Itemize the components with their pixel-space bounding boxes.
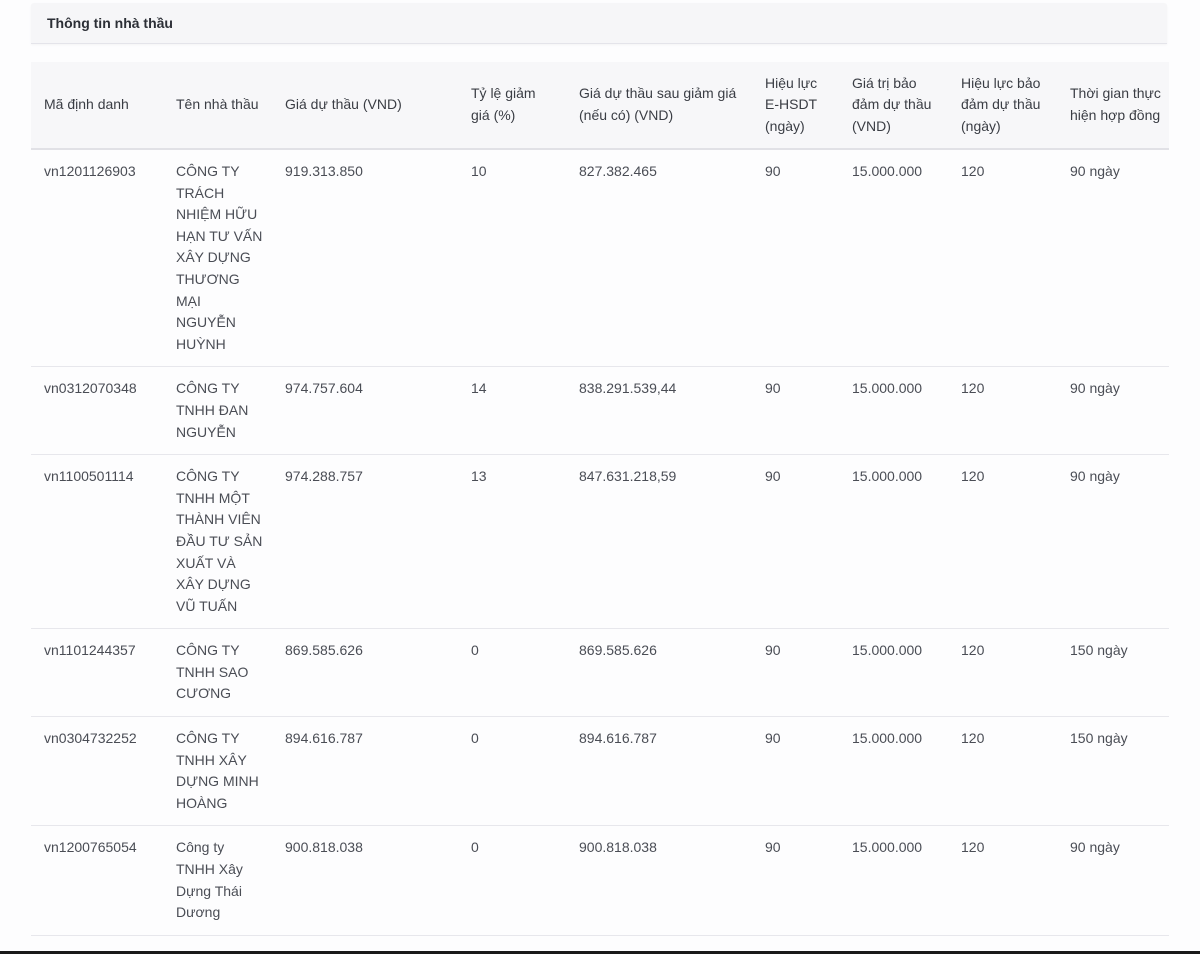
cell-discounted-price: 838.291.539,44 — [579, 380, 677, 397]
column-header-discounted-price: Giá dự thầu sau giảm giá (nếu có) (VND) — [579, 85, 737, 123]
table-row: vn1201126903 CÔNG TY TRÁCH NHIỆM HỮU HẠN… — [31, 149, 1169, 367]
column-header-discount-rate: Tỷ lệ giảm giá (%) — [471, 85, 536, 123]
table-row: vn1200765054 Công ty TNHH Xây Dựng Thái … — [31, 826, 1169, 936]
cell-contract-duration: 150 ngày — [1070, 642, 1128, 659]
panel-title: Thông tin nhà thầu — [47, 15, 173, 31]
cell-bid-price: 919.313.850 — [285, 163, 363, 179]
cell-bid-validity: 90 — [765, 163, 781, 179]
cell-id: vn1100501114 — [44, 468, 134, 485]
cell-bid-validity: 90 — [765, 380, 781, 397]
cell-discounted-price: 847.631.218,59 — [579, 468, 677, 485]
cell-id: vn1200765054 — [44, 839, 137, 856]
cell-guarantee-validity: 120 — [961, 380, 985, 397]
cell-bid-price: 974.288.757 — [285, 468, 363, 485]
bottom-border — [0, 951, 1200, 954]
cell-guarantee-validity: 120 — [961, 839, 985, 856]
cell-id: vn1201126903 — [44, 163, 136, 179]
cell-discount-rate: 10 — [471, 163, 487, 179]
cell-discounted-price: 900.818.038 — [579, 839, 657, 856]
table-header-row: Mã định danh Tên nhà thầu Giá dự thầu (V… — [31, 62, 1169, 149]
table-row: vn0304732252 CÔNG TY TNHH XÂY DỰNG MINH … — [31, 717, 1169, 826]
cell-bid-validity: 90 — [765, 839, 781, 856]
cell-name: CÔNG TY TNHH XÂY DỰNG MINH HOÀNG — [176, 730, 259, 811]
cell-name: CÔNG TY TNHH SAO CƯƠNG — [176, 642, 249, 702]
cell-bid-price: 894.616.787 — [285, 730, 363, 747]
cell-guarantee-value: 15.000.000 — [852, 380, 923, 397]
column-header-id: Mã định danh — [44, 96, 129, 113]
cell-guarantee-validity: 120 — [961, 163, 985, 179]
column-header-guarantee-value: Giá trị bảo đảm dự thầu (VND) — [852, 74, 932, 134]
table-row: vn0312070348 CÔNG TY TNHH ĐAN NGUYỄN 974… — [31, 367, 1169, 455]
cell-bid-price: 900.818.038 — [285, 839, 363, 856]
column-header-name: Tên nhà thầu — [176, 96, 259, 113]
cell-discount-rate: 0 — [471, 839, 479, 856]
cell-contract-duration: 90 ngày — [1070, 468, 1120, 485]
cell-discounted-price: 869.585.626 — [579, 642, 657, 659]
cell-id: vn0304732252 — [44, 730, 137, 747]
cell-guarantee-validity: 120 — [961, 468, 985, 485]
cell-discounted-price: 827.382.465 — [579, 163, 657, 179]
cell-guarantee-value: 15.000.000 — [852, 839, 923, 856]
cell-bid-price: 869.585.626 — [285, 642, 363, 659]
cell-guarantee-validity: 120 — [961, 730, 985, 747]
cell-guarantee-value: 15.000.000 — [852, 163, 923, 179]
cell-name: Công ty TNHH Xây Dựng Thái Dương — [176, 839, 243, 921]
cell-discounted-price: 894.616.787 — [579, 730, 657, 747]
contractor-info-panel-header: Thông tin nhà thầu — [31, 3, 1167, 44]
cell-guarantee-value: 15.000.000 — [852, 642, 923, 659]
cell-bid-validity: 90 — [765, 468, 781, 485]
cell-id: vn1101244357 — [44, 642, 136, 659]
cell-contract-duration: 150 ngày — [1070, 730, 1128, 747]
cell-contract-duration: 90 ngày — [1070, 163, 1120, 179]
cell-guarantee-value: 15.000.000 — [852, 730, 923, 747]
cell-discount-rate: 0 — [471, 730, 479, 747]
cell-contract-duration: 90 ngày — [1070, 380, 1120, 397]
cell-discount-rate: 14 — [471, 380, 487, 397]
table-row: vn1100501114 CÔNG TY TNHH MỘT THÀNH VIÊN… — [31, 455, 1169, 629]
column-header-bid-validity: Hiệu lực E-HSDT (ngày) — [765, 74, 818, 134]
table-row: vn1101244357 CÔNG TY TNHH SAO CƯƠNG 869.… — [31, 629, 1169, 717]
column-header-bid-price: Giá dự thầu (VND) — [285, 96, 402, 113]
cell-guarantee-value: 15.000.000 — [852, 468, 923, 485]
cell-discount-rate: 0 — [471, 642, 479, 659]
cell-bid-validity: 90 — [765, 730, 781, 747]
bidders-table: Mã định danh Tên nhà thầu Giá dự thầu (V… — [31, 62, 1169, 936]
cell-name: CÔNG TY TNHH MỘT THÀNH VIÊN ĐẦU TƯ SẢN X… — [176, 468, 263, 614]
cell-name: CÔNG TY TRÁCH NHIỆM HỮU HẠN TƯ VẤN XÂY D… — [176, 163, 263, 352]
cell-bid-price: 974.757.604 — [285, 380, 363, 397]
cell-bid-validity: 90 — [765, 642, 781, 659]
column-header-contract-duration: Thời gian thực hiện hợp đồng — [1070, 85, 1161, 123]
cell-id: vn0312070348 — [44, 380, 137, 397]
column-header-guarantee-validity: Hiệu lực bảo đảm dự thầu (ngày) — [961, 74, 1041, 134]
cell-name: CÔNG TY TNHH ĐAN NGUYỄN — [176, 380, 249, 440]
cell-contract-duration: 90 ngày — [1070, 839, 1120, 856]
cell-discount-rate: 13 — [471, 468, 487, 485]
cell-guarantee-validity: 120 — [961, 642, 985, 659]
